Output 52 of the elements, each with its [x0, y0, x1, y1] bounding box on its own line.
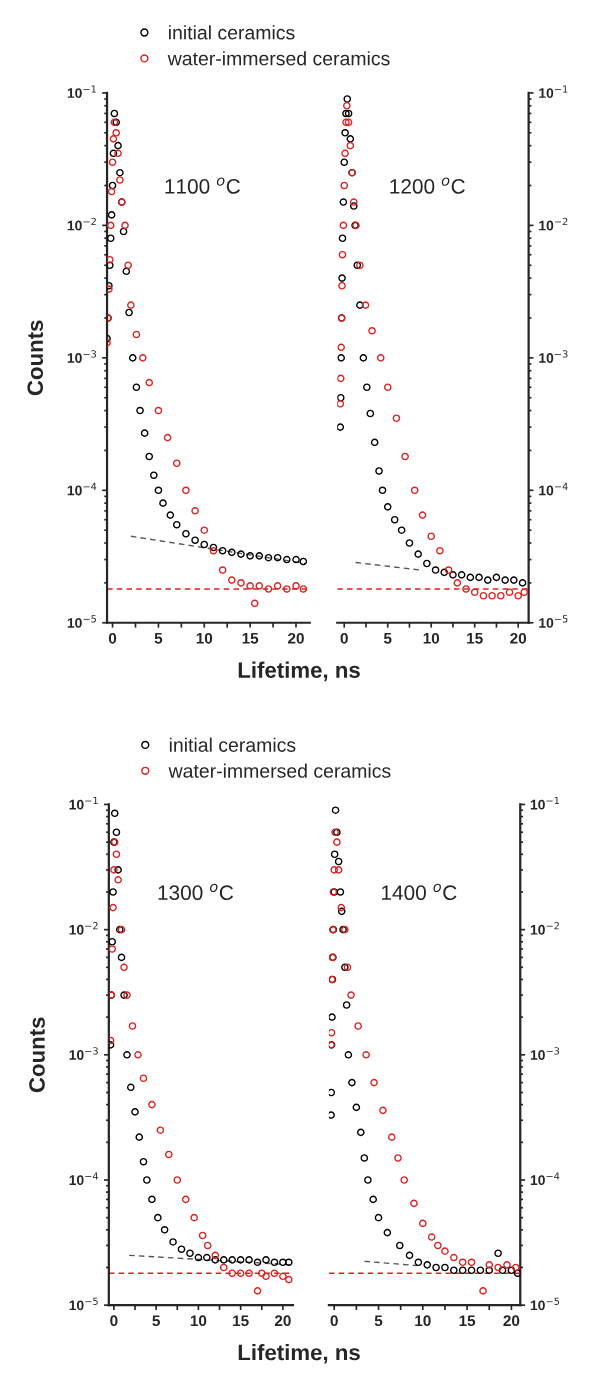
annotation: 1200 $^{o}$C	[390, 177, 465, 194]
x-tick-label: 5	[374, 1315, 383, 1327]
legend-label: water-immersed ceramics	[168, 763, 391, 778]
x-tick-label: 15	[233, 1315, 249, 1327]
x-tick-label: 0	[330, 1315, 338, 1327]
y2-tick-label: 10$^{−5}$	[539, 615, 568, 628]
x-tick-label: 20	[510, 632, 527, 644]
y-tick-label: 10$^{−4}$	[67, 482, 97, 496]
x-tick-label: 10	[415, 1315, 431, 1327]
x-tick-label: 5	[152, 1315, 160, 1327]
x-tick-label: 15	[467, 633, 483, 644]
y2-tick-label: 10$^{−2}$	[539, 217, 568, 231]
x-tick-label: 5	[383, 633, 392, 644]
x-tick-label: 10	[196, 632, 213, 644]
y-tick-label: 10$^{−2}$	[69, 922, 98, 935]
y-axis-title: Counts	[27, 320, 44, 396]
x-tick-label: 5	[154, 633, 163, 644]
y-tick-label: 10$^{−4}$	[69, 1172, 99, 1186]
y-tick-label: 10$^{−5}$	[69, 1297, 98, 1311]
annotation: 1100 $^{o}$C	[165, 177, 240, 194]
y2-tick-label: 10$^{−1}$	[539, 85, 568, 98]
x-tick-label: 15	[459, 1315, 476, 1327]
annotation: 1400 $^{o}$C	[381, 883, 457, 901]
legend-label: initial ceramics	[169, 737, 296, 752]
y2-tick-label: 10$^{−1}$	[530, 796, 559, 810]
x-tick-label: 10	[190, 1315, 207, 1327]
x-tick-label: 0	[108, 632, 117, 644]
y-tick-label: 10$^{−1}$	[67, 85, 96, 98]
y-tick-label: 10$^{−2}$	[67, 217, 96, 231]
x-axis-title: Lifetime, ns	[238, 661, 360, 682]
y-tick-label: 10$^{−3}$	[67, 350, 97, 363]
y2-tick-label: 10$^{−2}$	[530, 922, 559, 935]
x-tick-label: 20	[503, 1315, 520, 1327]
x-tick-label: 0	[340, 632, 348, 644]
x-tick-label: 10	[423, 632, 440, 644]
x-tick-label: 0	[110, 1315, 118, 1327]
annotation: 1300 $^{o}$C	[158, 883, 234, 901]
y2-tick-label: 10$^{−4}$	[539, 482, 568, 496]
y2-tick-label: 10$^{−3}$	[539, 350, 568, 363]
y-axis-title: Counts	[29, 1017, 45, 1093]
y-tick-label: 10$^{−3}$	[69, 1047, 98, 1060]
y2-tick-label: 10$^{−4}$	[530, 1172, 560, 1186]
y2-tick-label: 10$^{−3}$	[530, 1047, 560, 1060]
y-tick-label: 10$^{−1}$	[69, 796, 98, 810]
x-axis-title: Lifetime, ns	[238, 1344, 360, 1364]
x-tick-label: 15	[242, 633, 259, 644]
legend-label: initial ceramics	[169, 25, 295, 40]
legend-label: water-immersed ceramics	[167, 51, 390, 66]
y2-tick-label: 10$^{−5}$	[530, 1297, 560, 1311]
y-tick-label: 10$^{−5}$	[67, 615, 96, 628]
x-tick-label: 20	[274, 1315, 291, 1327]
x-tick-label: 20	[288, 632, 304, 644]
